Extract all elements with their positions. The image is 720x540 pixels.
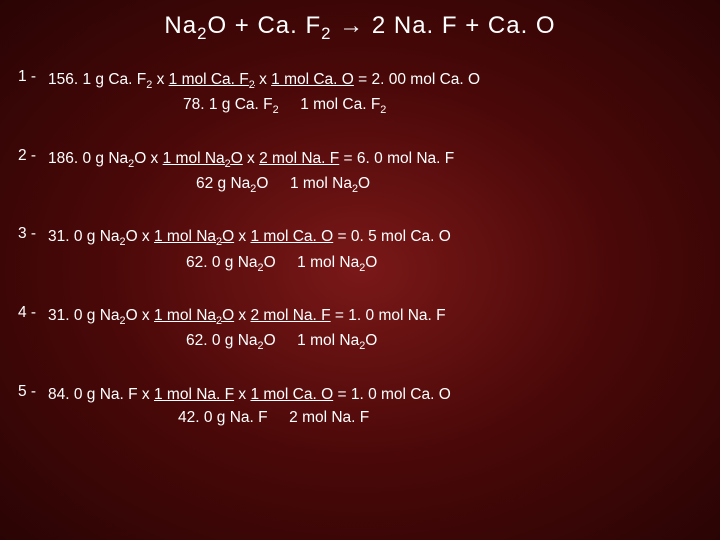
factor1-numerator: 1 mol Ca. F2	[169, 71, 255, 88]
problem-row: 4 -31. 0 g Na2O x 1 mol Na2O x 2 mol Na.…	[18, 304, 702, 355]
result: 6. 0 mol Na. F	[357, 150, 454, 167]
problem-row: 5 -84. 0 g Na. F x 1 mol Na. F x 1 mol C…	[18, 383, 702, 430]
factor2-numerator: 2 mol Na. F	[259, 150, 339, 167]
eq-lhs2-sub: 2	[321, 24, 331, 43]
eq-lhs2: Ca. F	[257, 12, 321, 39]
problem-body: 31. 0 g Na2O x 1 mol Na2O x 2 mol Na. F …	[48, 304, 702, 355]
factor1-denominator: 78. 1 g Ca. F2	[183, 96, 279, 113]
arrow-icon: →	[332, 12, 372, 39]
problem-number: 5 -	[18, 383, 48, 401]
factor1-denominator: 42. 0 g Na. F	[178, 409, 268, 426]
denominator-gap	[276, 332, 298, 349]
times-2: x	[234, 228, 250, 245]
given-suffix: O	[126, 228, 138, 245]
times-1: x	[138, 228, 154, 245]
problem-number: 3 -	[18, 225, 48, 243]
times-2: x	[243, 150, 259, 167]
eq-rhs2: Ca. O	[488, 12, 556, 39]
equals: =	[354, 71, 372, 88]
problem-body: 186. 0 g Na2O x 1 mol Na2O x 2 mol Na. F…	[48, 147, 702, 198]
problem-body: 84. 0 g Na. F x 1 mol Na. F x 1 mol Ca. …	[48, 383, 702, 430]
factor1-numerator: 1 mol Na2O	[154, 228, 234, 245]
result: 2. 00 mol Ca. O	[372, 71, 481, 88]
given-value: 31. 0 g Na	[48, 228, 120, 245]
result: 0. 5 mol Ca. O	[351, 228, 451, 245]
equals: =	[331, 307, 349, 324]
denominator-gap	[279, 96, 301, 113]
factor2-denominator: 1 mol Na2O	[297, 332, 377, 349]
problem-line2: 62 g Na2O 1 mol Na2O	[48, 172, 702, 197]
times-1: x	[152, 71, 168, 88]
times-2: x	[234, 307, 250, 324]
problem-line1: 31. 0 g Na2O x 1 mol Na2O x 1 mol Ca. O …	[48, 225, 702, 250]
problem-row: 1 -156. 1 g Ca. F2 x 1 mol Ca. F2 x 1 mo…	[18, 68, 702, 119]
given-suffix: O	[126, 307, 138, 324]
eq-lhs1-sub: 2	[197, 24, 207, 43]
given-value: 84. 0 g Na. F	[48, 386, 138, 403]
problem-line1: 186. 0 g Na2O x 1 mol Na2O x 2 mol Na. F…	[48, 147, 702, 172]
factor2-denominator: 2 mol Na. F	[289, 409, 369, 426]
eq-lhs1: Na	[164, 12, 197, 39]
chemical-equation: Na2O + Ca. F2 → 2 Na. F + Ca. O	[18, 12, 702, 44]
times-1: x	[138, 307, 154, 324]
problem-row: 2 -186. 0 g Na2O x 1 mol Na2O x 2 mol Na…	[18, 147, 702, 198]
problem-body: 156. 1 g Ca. F2 x 1 mol Ca. F2 x 1 mol C…	[48, 68, 702, 119]
factor2-denominator: 1 mol Na2O	[297, 254, 377, 271]
denominator-gap	[268, 409, 290, 426]
times-2: x	[255, 71, 271, 88]
problem-line1: 156. 1 g Ca. F2 x 1 mol Ca. F2 x 1 mol C…	[48, 68, 702, 93]
times-1: x	[146, 150, 162, 167]
factor1-numerator: 1 mol Na2O	[154, 307, 234, 324]
result: 1. 0 mol Na. F	[348, 307, 445, 324]
factor1-denominator: 62. 0 g Na2O	[186, 332, 276, 349]
problem-number: 2 -	[18, 147, 48, 165]
problem-line2: 78. 1 g Ca. F2 1 mol Ca. F2	[48, 93, 702, 118]
problem-number: 1 -	[18, 68, 48, 86]
factor1-numerator: 1 mol Na2O	[163, 150, 243, 167]
times-2: x	[234, 386, 250, 403]
factor2-denominator: 1 mol Na2O	[290, 175, 370, 192]
problem-line2: 62. 0 g Na2O 1 mol Na2O	[48, 329, 702, 354]
problem-line1: 31. 0 g Na2O x 1 mol Na2O x 2 mol Na. F …	[48, 304, 702, 329]
times-1: x	[138, 386, 154, 403]
eq-rhs1: 2 Na. F	[372, 12, 458, 39]
denominator-gap	[268, 175, 290, 192]
problems-list: 1 -156. 1 g Ca. F2 x 1 mol Ca. F2 x 1 mo…	[18, 68, 702, 429]
equals: =	[333, 386, 351, 403]
eq-plus2: +	[458, 12, 488, 39]
factor1-denominator: 62. 0 g Na2O	[186, 254, 276, 271]
given-value: 31. 0 g Na	[48, 307, 120, 324]
eq-lhs1b: O	[207, 12, 227, 39]
factor2-numerator: 1 mol Ca. O	[251, 228, 334, 245]
eq-plus1: +	[227, 12, 257, 39]
factor1-denominator: 62 g Na2O	[196, 175, 268, 192]
factor2-numerator: 2 mol Na. F	[251, 307, 331, 324]
problem-row: 3 -31. 0 g Na2O x 1 mol Na2O x 1 mol Ca.…	[18, 225, 702, 276]
denominator-gap	[276, 254, 298, 271]
problem-line2: 62. 0 g Na2O 1 mol Na2O	[48, 251, 702, 276]
given-value: 186. 0 g Na	[48, 150, 128, 167]
given-value: 156. 1 g Ca. F	[48, 71, 146, 88]
factor2-numerator: 1 mol Ca. O	[271, 71, 354, 88]
problem-line2: 42. 0 g Na. F 2 mol Na. F	[48, 406, 702, 429]
factor2-numerator: 1 mol Ca. O	[250, 386, 333, 403]
problem-body: 31. 0 g Na2O x 1 mol Na2O x 1 mol Ca. O …	[48, 225, 702, 276]
result: 1. 0 mol Ca. O	[351, 386, 451, 403]
equals: =	[333, 228, 351, 245]
factor1-numerator: 1 mol Na. F	[154, 386, 234, 403]
problem-number: 4 -	[18, 304, 48, 322]
problem-line1: 84. 0 g Na. F x 1 mol Na. F x 1 mol Ca. …	[48, 383, 702, 406]
factor2-denominator: 1 mol Ca. F2	[300, 96, 386, 113]
equals: =	[339, 150, 357, 167]
given-suffix: O	[134, 150, 146, 167]
